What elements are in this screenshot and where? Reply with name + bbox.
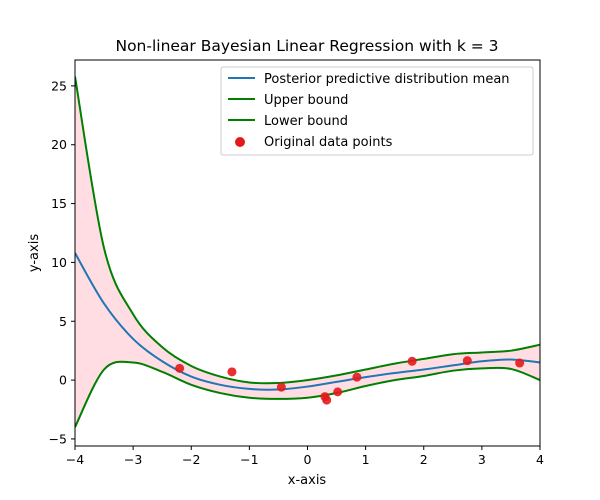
x-tick-label: 1 [362,452,370,467]
data-point [227,367,237,377]
lower-bound-line [75,360,540,428]
x-axis-ticks: −4 −3 −2 −1 0 1 2 3 4 [66,446,544,467]
legend-frame [220,66,534,156]
legend-upper-label: Upper bound [264,93,348,108]
plot-area [74,59,541,447]
x-tick-label: 0 [304,452,312,467]
y-tick-label: 25 [51,78,67,93]
y-tick-label: 5 [59,314,67,329]
y-tick-label: −5 [49,431,67,446]
x-axis-label: x-axis [288,473,327,488]
data-point [333,387,343,397]
x-tick-label: 3 [478,452,486,467]
legend-lower-label: Lower bound [264,114,348,129]
chart-title: Non-linear Bayesian Linear Regression wi… [115,37,498,55]
upper-bound-line [75,76,540,385]
x-tick-label: −4 [66,452,84,467]
data-point [322,395,332,405]
x-tick-label: −3 [124,452,142,467]
x-tick-label: 4 [536,452,544,467]
legend-points-swatch [235,137,245,147]
data-point [175,363,185,373]
y-tick-label: 20 [51,137,67,152]
y-axis-ticks: −5 0 5 10 15 20 25 [49,78,75,446]
data-point [407,356,417,366]
y-tick-label: 10 [51,255,67,270]
x-tick-label: −1 [240,452,258,467]
data-point [276,382,286,392]
legend-points-label: Original data points [264,135,393,150]
data-point [462,356,472,366]
y-axis-label: y-axis [27,234,42,272]
posterior-mean-line [75,252,540,391]
x-tick-label: −2 [182,452,200,467]
data-point [515,358,525,368]
legend: Posterior predictive distribution mean U… [220,66,534,156]
legend-mean-label: Posterior predictive distribution mean [264,72,510,87]
y-tick-label: 0 [59,373,67,388]
data-point [352,372,362,382]
y-tick-label: 15 [51,196,67,211]
x-tick-label: 2 [420,452,428,467]
